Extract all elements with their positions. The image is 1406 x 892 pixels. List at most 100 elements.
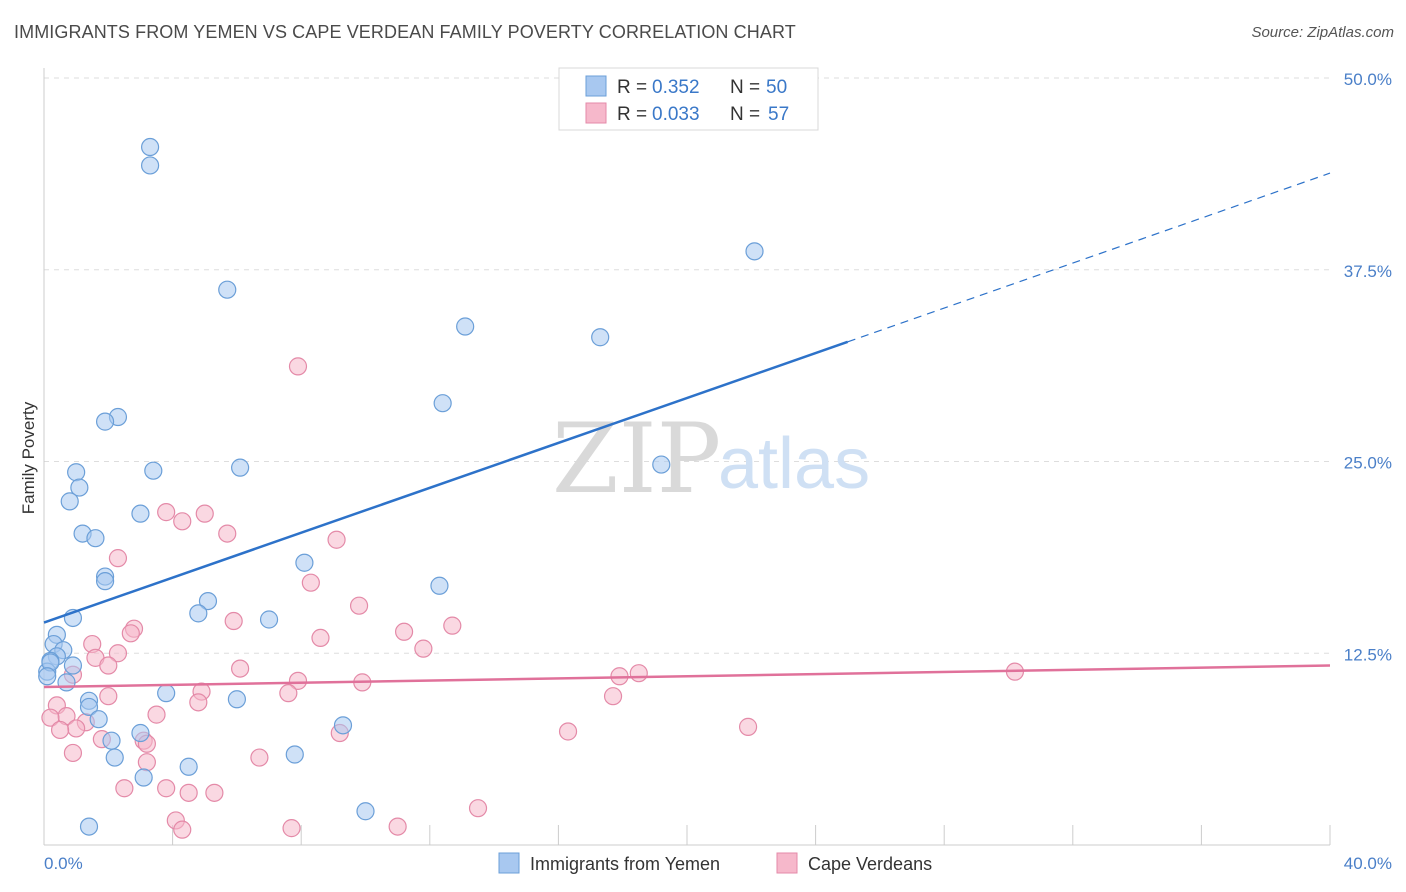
data-point (137, 753, 156, 772)
data-point (102, 731, 121, 750)
data-point (295, 553, 314, 572)
bottom-legend-label-cape-verdeans: Cape Verdeans (808, 854, 932, 874)
data-point (652, 455, 671, 474)
grid-lines (44, 77, 1330, 654)
data-point (738, 717, 758, 736)
data-point (50, 720, 70, 740)
legend-swatch-cape-verdeans (585, 102, 607, 124)
data-point (224, 611, 243, 631)
data-point (189, 693, 208, 712)
data-point (414, 639, 433, 658)
data-point (63, 743, 83, 763)
data-point (115, 779, 134, 798)
data-point (629, 664, 648, 683)
data-point (333, 716, 353, 735)
y-axis-label: Family Poverty (19, 401, 38, 514)
bottom-legend-swatch-yemen (498, 852, 520, 874)
data-point (179, 783, 198, 802)
data-point (282, 819, 301, 838)
data-point (231, 659, 250, 678)
data-point (60, 492, 79, 511)
data-point (288, 671, 308, 690)
x-tick-max: 40.0% (1344, 854, 1392, 873)
data-point (179, 757, 198, 776)
chart-title: IMMIGRANTS FROM YEMEN VS CAPE VERDEAN FA… (14, 22, 796, 42)
legend-n-value-yemen: 50 (766, 77, 787, 98)
trend-line-extension (847, 172, 1331, 343)
y-tick-label: 37.5% (1344, 262, 1392, 281)
data-point (79, 697, 99, 717)
data-point (131, 723, 150, 743)
data-point (140, 156, 160, 175)
data-point (86, 529, 105, 548)
legend-swatch-yemen (585, 75, 607, 97)
data-point (105, 748, 124, 767)
data-point (173, 512, 192, 531)
data-point (433, 394, 452, 413)
trend-lines (43, 172, 1331, 689)
data-point (279, 684, 298, 703)
data-point (157, 503, 176, 522)
data-point (63, 656, 83, 675)
data-point (173, 820, 192, 839)
data-point (41, 708, 60, 727)
data-point (227, 690, 246, 709)
data-point (231, 458, 250, 477)
data-point (70, 478, 89, 497)
data-point (468, 799, 488, 818)
data-point (99, 687, 118, 706)
data-point (558, 722, 578, 741)
data-point (327, 530, 346, 549)
data-point (443, 616, 462, 635)
data-point (189, 604, 208, 623)
source-label: Source: ZipAtlas.com (1251, 24, 1394, 41)
data-point (394, 622, 414, 641)
y-tick-label: 25.0% (1344, 454, 1392, 473)
data-point (134, 768, 153, 787)
legend-r-value-cape-verdeans: 0.033 (652, 104, 700, 125)
data-point (147, 705, 166, 724)
data-point (95, 572, 115, 591)
data-point (99, 656, 118, 675)
bottom-legend-label-yemen: Immigrants from Yemen (530, 854, 720, 874)
data-point (603, 687, 623, 706)
legend-r-label-yemen: R = (617, 77, 647, 98)
y-tick-label: 12.5% (1344, 645, 1392, 664)
data-point (218, 524, 237, 543)
legend-n-label-yemen: N = (730, 77, 760, 98)
trend-line (43, 340, 849, 624)
data-point (356, 802, 375, 821)
data-point (89, 710, 108, 729)
data-point (67, 719, 86, 738)
watermark-zip: ZIP (552, 403, 721, 515)
data-point (157, 779, 176, 798)
data-point (198, 591, 218, 611)
data-point (591, 328, 610, 347)
data-point (67, 463, 86, 482)
data-point (157, 684, 176, 703)
yemen-points (38, 137, 764, 836)
data-point (108, 644, 128, 663)
data-point (205, 783, 224, 802)
data-point (38, 667, 57, 686)
data-point (131, 504, 150, 523)
legend-n-value-cape-verdeans: 57 (768, 104, 789, 125)
data-point (311, 628, 330, 648)
y-tick-labels: 12.5% 25.0% 37.5% 50.0% (1344, 70, 1392, 664)
x-tick-min: 0.0% (44, 854, 83, 873)
data-point (456, 317, 475, 336)
data-point (285, 745, 304, 764)
data-point (745, 242, 764, 261)
legend-r-value-yemen: 0.352 (652, 77, 700, 98)
data-point (349, 596, 369, 615)
data-point (57, 673, 76, 692)
legend-r-label-cape-verdeans: R = (617, 104, 647, 125)
data-point (388, 817, 407, 836)
watermark-atlas: atlas (718, 424, 870, 504)
bottom-legend-swatch-cape-verdeans (776, 852, 798, 874)
data-point (250, 748, 269, 767)
data-point (301, 573, 320, 592)
trend-line (43, 664, 1331, 689)
stats-legend: R = 0.352 N = 50 R = 0.033 N = 57 (558, 67, 819, 131)
